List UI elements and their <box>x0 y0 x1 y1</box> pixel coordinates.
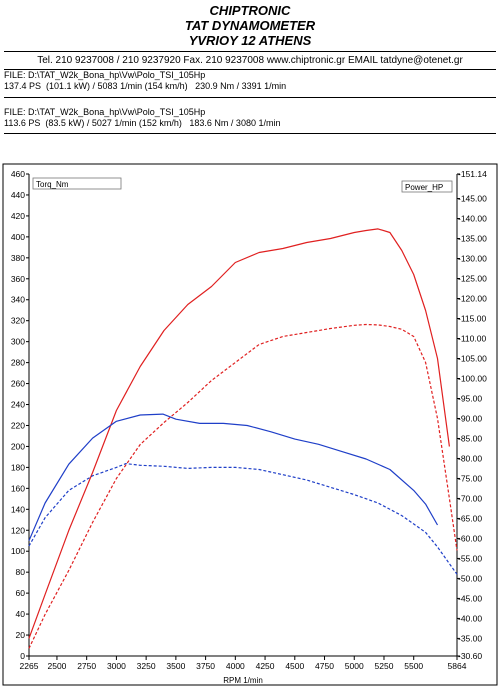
right-tick-label: -151.14 <box>458 169 487 179</box>
left-tick-label: 300 <box>11 337 25 347</box>
x-tick-label: 5500 <box>404 661 423 671</box>
left-tick-label: 280 <box>11 358 25 368</box>
right-tick-label: -45.00 <box>458 593 482 603</box>
right-tick-label: -140.00 <box>458 214 487 224</box>
x-tick-label: 4500 <box>285 661 304 671</box>
report-header: CHIPTRONIC TAT DYNAMOMETER YVRIOY 12 ATH… <box>0 0 500 48</box>
left-tick-label: 360 <box>11 274 25 284</box>
divider <box>4 133 496 134</box>
right-tick-label: -80.00 <box>458 453 482 463</box>
x-tick-label: 3000 <box>107 661 126 671</box>
right-tick-label: -105.00 <box>458 353 487 363</box>
left-tick-label: 60 <box>16 588 26 598</box>
right-tick-label: -40.00 <box>458 613 482 623</box>
company-name: CHIPTRONIC <box>209 3 291 18</box>
report-title: TAT DYNAMOMETER <box>184 18 316 33</box>
right-axis-label: Power_HP <box>405 183 443 192</box>
right-tick-label: -135.00 <box>458 234 487 244</box>
left-tick-label: 120 <box>11 525 25 535</box>
left-tick-label: 340 <box>11 295 25 305</box>
x-tick-label: 4250 <box>256 661 275 671</box>
left-tick-label: 260 <box>11 379 25 389</box>
right-tick-label: -35.00 <box>458 633 482 643</box>
left-tick-label: 80 <box>16 567 26 577</box>
right-tick-label: -115.00 <box>458 314 486 324</box>
right-tick-label: -100.00 <box>458 373 487 383</box>
left-tick-label: 140 <box>11 504 25 514</box>
x-tick-label: 5864 <box>448 661 467 671</box>
left-tick-label: 100 <box>11 546 25 556</box>
run-1-info: FILE: D:\TAT_W2k_Bona_hp\Vw\Polo_TSI_105… <box>4 70 496 92</box>
left-tick-label: 440 <box>11 190 25 200</box>
x-tick-label: 4000 <box>226 661 245 671</box>
run-2-info: FILE: D:\TAT_W2k_Bona_hp\Vw\Polo_TSI_105… <box>4 107 496 129</box>
right-tick-label: -95.00 <box>458 393 482 403</box>
right-tick-label: -145.00 <box>458 194 487 204</box>
left-tick-label: 20 <box>16 630 26 640</box>
left-tick-label: 380 <box>11 253 25 263</box>
left-tick-label: 400 <box>11 232 25 242</box>
left-tick-label: 40 <box>16 609 26 619</box>
contact-line: Tel. 210 9237008 / 210 9237920 Fax. 210 … <box>4 51 496 70</box>
left-tick-label: 320 <box>11 316 25 326</box>
chart-frame <box>2 163 498 686</box>
left-tick-label: 240 <box>11 400 25 410</box>
left-axis-label-box <box>32 177 122 190</box>
right-tick-label: -90.00 <box>458 413 482 423</box>
x-tick-label: 2500 <box>47 661 66 671</box>
run-2-file: FILE: D:\TAT_W2k_Bona_hp\Vw\Polo_TSI_105… <box>4 107 206 117</box>
right-tick-label: -50.00 <box>458 573 482 583</box>
right-tick-label: -65.00 <box>458 513 482 523</box>
run-1-file: FILE: D:\TAT_W2k_Bona_hp\Vw\Polo_TSI_105… <box>4 70 206 80</box>
right-tick-label: -60.00 <box>458 533 482 543</box>
power-curve-dashed <box>28 323 458 649</box>
left-tick-label: 0 <box>20 651 25 661</box>
left-tick-label: 420 <box>11 211 25 221</box>
right-axis-label-box <box>401 180 453 193</box>
right-tick-label: -55.00 <box>458 553 482 563</box>
left-tick-label: 200 <box>11 441 25 451</box>
right-tick-label: -30.60 <box>458 651 482 661</box>
x-tick-label: 4750 <box>315 661 334 671</box>
left-tick-label: 460 <box>11 169 25 179</box>
left-tick-label: 160 <box>11 483 25 493</box>
right-tick-label: -125.00 <box>458 274 487 284</box>
x-tick-label: 3750 <box>196 661 215 671</box>
torque-curve-dashed <box>28 463 458 575</box>
x-tick-label: 2265 <box>20 661 39 671</box>
right-tick-label: -120.00 <box>458 294 487 304</box>
x-tick-label: 5250 <box>375 661 394 671</box>
right-tick-label: -130.00 <box>458 254 487 264</box>
left-axis-label: Torq_Nm <box>36 180 69 189</box>
power-curve-solid <box>28 228 450 639</box>
x-tick-label: 5000 <box>345 661 364 671</box>
company-address: YVRIOY 12 ATHENS <box>188 33 312 48</box>
left-tick-label: 180 <box>11 462 25 472</box>
x-tick-label: 2750 <box>77 661 96 671</box>
right-tick-label: -85.00 <box>458 433 482 443</box>
right-tick-label: -75.00 <box>458 473 482 483</box>
torque-curve-solid <box>28 413 439 541</box>
right-tick-label: -110.00 <box>458 334 486 344</box>
x-axis-label: RPM 1/min <box>223 676 263 685</box>
divider <box>4 97 496 98</box>
run-1-summary: 137.4 PS (101.1 kW) / 5083 1/min (154 km… <box>4 81 287 91</box>
run-2-summary: 113.6 PS (83.5 kW) / 5027 1/min (152 km/… <box>4 118 281 128</box>
right-tick-label: -70.00 <box>458 493 482 503</box>
x-tick-label: 3500 <box>166 661 185 671</box>
left-tick-label: 220 <box>11 420 25 430</box>
x-tick-label: 3250 <box>137 661 156 671</box>
